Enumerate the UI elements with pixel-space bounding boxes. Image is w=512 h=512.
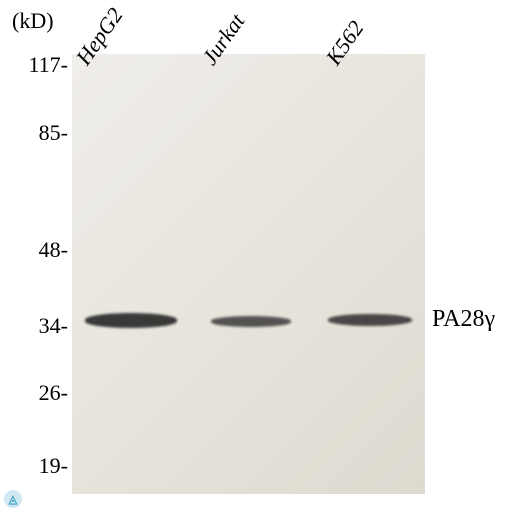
band-k562 — [328, 314, 412, 326]
mw-marker-0: 117- — [8, 52, 68, 78]
protein-label: PA28γ — [432, 306, 495, 333]
watermark-icon: ◬ — [4, 490, 22, 508]
mw-marker-1: 85- — [8, 120, 68, 146]
unit-label: (kD) — [12, 8, 54, 34]
blot-membrane — [72, 54, 425, 494]
mw-marker-4: 26- — [8, 380, 68, 406]
mw-marker-3: 34- — [8, 313, 68, 339]
mw-marker-2: 48- — [8, 237, 68, 263]
figure-container: (kD) 117- 85- 48- 34- 26- 19- HepG2 Jurk… — [0, 0, 512, 512]
mw-marker-5: 19- — [8, 453, 68, 479]
band-jurkat — [211, 316, 291, 327]
band-hepg2 — [85, 313, 177, 328]
